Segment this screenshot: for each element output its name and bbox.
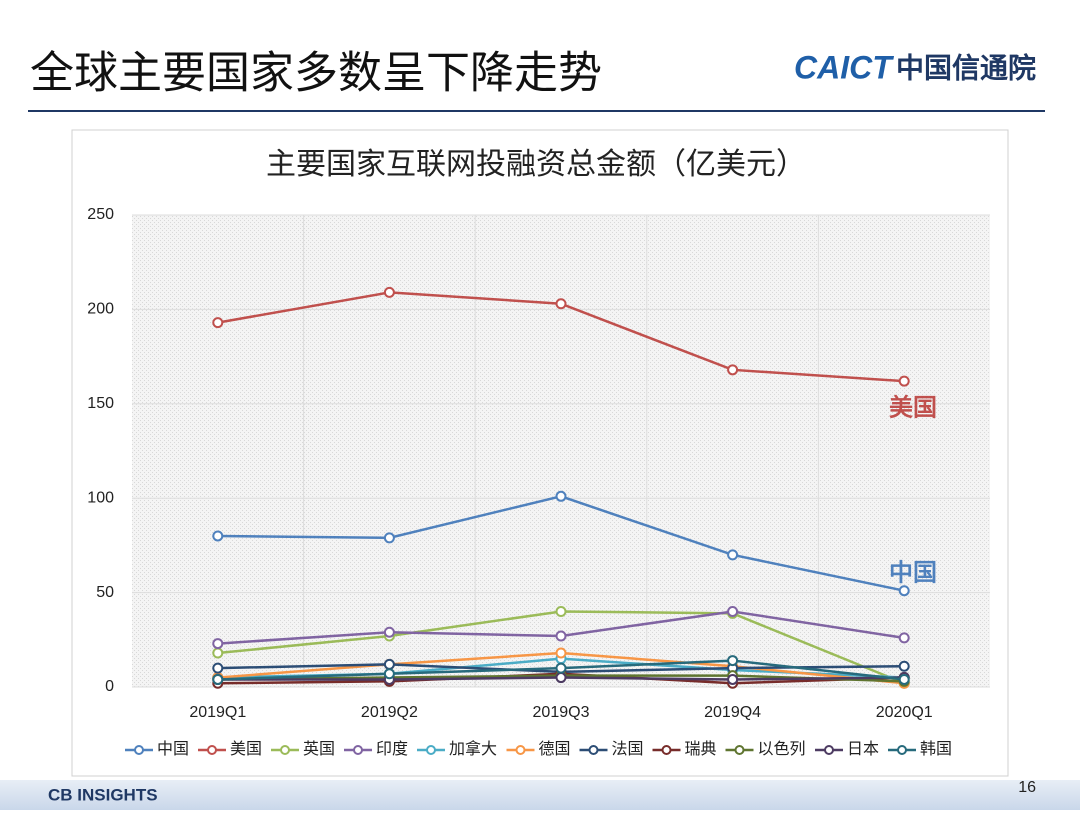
- data-point: [383, 668, 395, 680]
- y-tick-label: 0: [105, 678, 114, 695]
- annotation: 美国: [889, 393, 937, 421]
- legend-label: 英国: [303, 740, 335, 758]
- data-point: [383, 626, 395, 638]
- chart: 0 50 100 150 200 250 2019Q1 2019Q2 2019Q3 2019Q4 2…: [87, 206, 990, 758]
- data-point: [727, 673, 739, 685]
- legend-label: 以色列: [758, 740, 806, 758]
- data-point: [383, 532, 395, 544]
- data-point: [727, 364, 739, 376]
- y-tick-label: 150: [87, 395, 114, 412]
- legend-marker: [280, 745, 290, 755]
- data-point: [727, 605, 739, 617]
- legend-marker: [734, 745, 745, 755]
- legend-marker: [426, 745, 436, 755]
- data-point: [212, 662, 224, 674]
- data-point: [555, 630, 567, 642]
- source-logo: CB INSIGHTS: [48, 785, 158, 804]
- page-number: 16: [1018, 779, 1036, 796]
- data-point: [555, 298, 567, 310]
- logo-cn: 中国信通院: [896, 51, 1036, 83]
- slide-title: 全球主要国家多数呈下降走势: [30, 49, 602, 98]
- data-point: [212, 638, 224, 650]
- data-point: [555, 490, 567, 502]
- data-point: [898, 673, 910, 685]
- y-tick-label: 100: [87, 489, 114, 506]
- y-tick-label: 50: [96, 584, 114, 601]
- data-point: [555, 672, 567, 684]
- legend-label: 印度: [376, 740, 408, 758]
- legend-marker: [897, 745, 907, 755]
- data-point: [898, 660, 910, 672]
- legend-label: 中国: [157, 740, 189, 758]
- x-tick-label: 2019Q4: [704, 704, 761, 721]
- legend-label: 德国: [539, 740, 571, 758]
- data-point: [555, 662, 567, 674]
- legend-marker: [588, 745, 599, 755]
- data-point: [383, 286, 395, 298]
- legend-label: 加拿大: [449, 739, 497, 758]
- y-tick-label: 200: [87, 301, 114, 318]
- data-point: [555, 647, 567, 659]
- legend-label: 韩国: [920, 740, 952, 758]
- chart-title: 主要国家互联网投融资总金额（亿美元）: [266, 148, 806, 181]
- x-tick-label: 2019Q3: [533, 704, 590, 721]
- data-point: [727, 549, 739, 561]
- logo-en: CAICT: [794, 49, 894, 85]
- legend-label: 法国: [612, 740, 644, 758]
- x-tick-label: 2019Q2: [361, 704, 418, 721]
- data-point: [898, 375, 910, 387]
- data-point: [212, 673, 224, 685]
- y-tick-label: 250: [87, 206, 114, 223]
- data-point: [212, 317, 224, 329]
- data-point: [898, 585, 910, 597]
- legend-marker: [353, 745, 363, 755]
- legend-marker: [207, 745, 217, 755]
- x-tick-label: 2019Q1: [189, 704, 246, 721]
- legend-marker: [515, 745, 526, 755]
- data-point: [212, 530, 224, 542]
- data-point: [555, 605, 567, 617]
- legend-label: 美国: [230, 740, 262, 758]
- data-point: [383, 658, 395, 670]
- data-point: [898, 632, 910, 644]
- data-point: [212, 647, 224, 659]
- legend-marker: [661, 745, 672, 755]
- legend-label: 瑞典: [685, 740, 717, 758]
- data-point: [727, 655, 739, 667]
- legend-marker: [134, 745, 144, 755]
- legend-marker: [824, 745, 834, 755]
- annotation: 中国: [889, 559, 937, 586]
- legend-label: 日本: [847, 740, 879, 758]
- x-tick-label: 2020Q1: [876, 704, 933, 721]
- footer-bar: [0, 780, 1080, 810]
